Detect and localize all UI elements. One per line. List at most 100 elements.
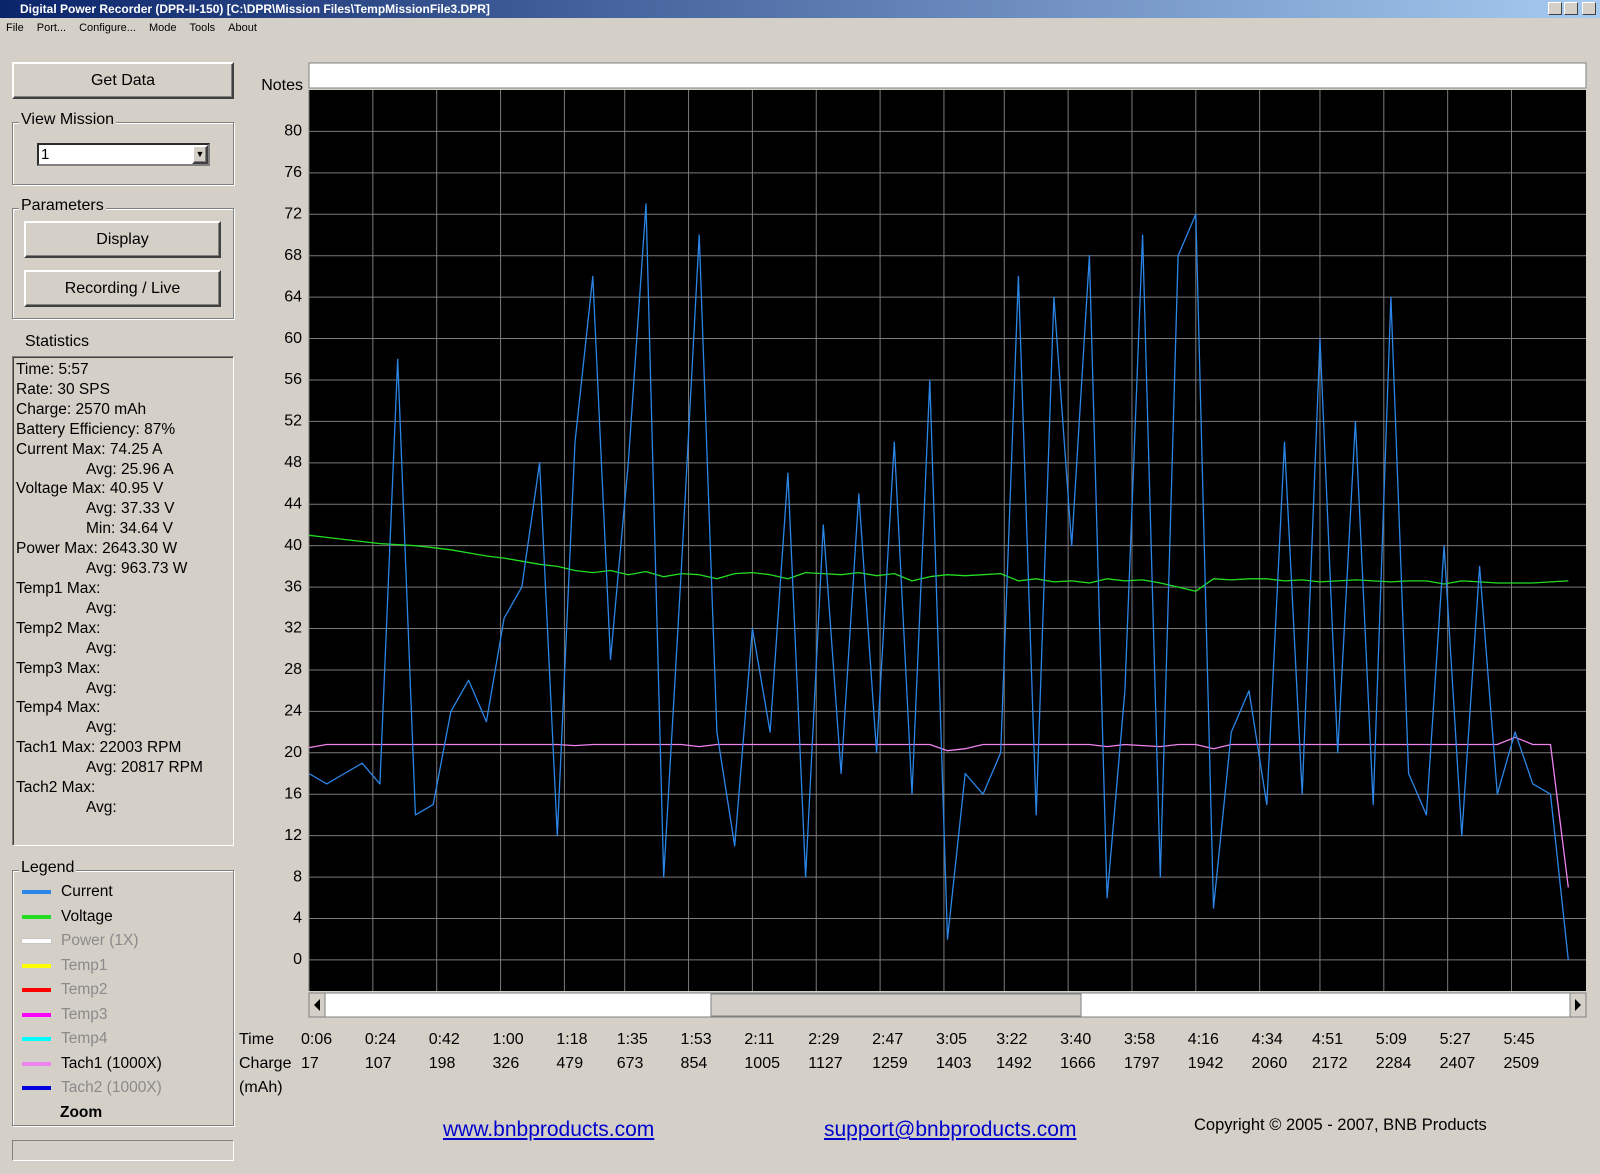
y-tick-label: 40 (284, 537, 302, 554)
get-data-button[interactable]: Get Data (12, 62, 234, 99)
stat-line: Tach2 Max: (16, 779, 96, 797)
stat-line: Avg: (86, 639, 117, 657)
x-tick-label: 1:35 (617, 1031, 648, 1048)
legend-text: Current (61, 883, 113, 900)
x-axis-label: Time (239, 1031, 274, 1048)
legend-swatch (22, 1037, 51, 1041)
mission-selected: 1 (41, 146, 50, 163)
x-tick-label: 4:34 (1252, 1031, 1283, 1048)
stat-line: Tach1 Max: 22003 RPM (16, 739, 182, 757)
menu-item[interactable]: Tools (189, 22, 216, 34)
charge-tick-label: 1797 (1124, 1055, 1160, 1072)
legend-item[interactable]: Tach2 (1000X) (22, 1076, 162, 1100)
menu-item[interactable]: Mode (148, 22, 177, 34)
charge-tick-label: 1942 (1188, 1055, 1224, 1072)
stat-line: Temp2 Max: (16, 619, 101, 637)
legend-text: Temp2 (61, 981, 108, 998)
restore-button[interactable] (1564, 2, 1578, 15)
x-tick-label: 1:53 (681, 1031, 712, 1048)
x-tick-label: 2:29 (808, 1031, 839, 1048)
stat-line: Battery Efficiency: 87% (16, 420, 176, 438)
zoom-label[interactable]: Zoom (60, 1103, 103, 1121)
y-tick-label: 48 (284, 454, 302, 471)
charge-tick-label: 1403 (936, 1055, 972, 1072)
x-tick-label: 5:09 (1376, 1031, 1407, 1048)
mission-select[interactable]: 1 ▼ (37, 143, 210, 166)
legend-swatch (22, 1086, 51, 1090)
stat-line: Temp3 Max: (16, 659, 101, 677)
stat-line: Avg: 37.33 V (86, 500, 175, 518)
stat-line: Avg: (86, 798, 117, 816)
legend-text: Temp1 (61, 956, 108, 974)
recording-button[interactable]: Recording / Live (24, 270, 221, 307)
charge-tick-label: 2407 (1440, 1055, 1476, 1072)
stat-line: Power Max: 2643.30 W (16, 540, 178, 558)
minimize-button[interactable] (1548, 2, 1562, 15)
legend-item[interactable]: Temp3 (22, 1003, 108, 1027)
legend-item[interactable]: Voltage (22, 905, 113, 929)
website-link[interactable]: www.bnbproducts.com (443, 1118, 655, 1141)
charge-tick-label: 2172 (1312, 1055, 1348, 1072)
stat-line: Avg: 963.73 W (86, 560, 188, 578)
y-tick-label: 20 (284, 744, 302, 761)
stat-line: Current Max: 74.25 A (16, 440, 163, 458)
menu-item[interactable]: About (228, 22, 257, 34)
charge-tick-label: 2284 (1376, 1055, 1412, 1072)
stat-line: Avg: (86, 719, 117, 737)
y-tick-label: 60 (284, 330, 302, 347)
charge-tick-label: 1259 (872, 1055, 908, 1072)
charge-tick-label: 1492 (996, 1055, 1032, 1072)
y-tick-label: 72 (284, 205, 302, 222)
legend-item[interactable]: Power (1X) (22, 929, 139, 953)
legend-item[interactable]: Tach1 (1000X) (22, 1052, 162, 1076)
x-tick-label: 2:47 (872, 1031, 903, 1048)
stat-line: Time: 5:57 (16, 361, 89, 378)
menu-item[interactable]: File (6, 22, 24, 34)
legend-text: Tach2 (1000X) (61, 1079, 162, 1096)
legend-swatch (22, 988, 51, 992)
statistics-label: Statistics (25, 333, 90, 350)
legend-text: Temp3 (61, 1005, 108, 1023)
close-button[interactable] (1582, 2, 1596, 15)
legend-swatch (22, 939, 51, 943)
legend-item[interactable]: Current (22, 880, 113, 904)
x-tick-label: 3:58 (1124, 1031, 1155, 1048)
statistics-box: Time: 5:57 Rate: 30 SPS Charge: 2570 mAh Ba… (12, 356, 234, 846)
menu-item[interactable]: Port... (36, 22, 67, 34)
menu-item[interactable]: Configure... (79, 22, 136, 34)
menu-bar: File Port... Configure... Mode Tools About (0, 18, 257, 38)
view-mission-label: View Mission (19, 111, 117, 129)
scrollbar[interactable] (308, 992, 1587, 1018)
x-tick-label: 5:45 (1504, 1031, 1535, 1048)
stat-line: Avg: (86, 679, 117, 697)
display-button[interactable]: Display (24, 221, 221, 258)
y-tick-label: 44 (284, 495, 302, 512)
stat-line: Temp1 Max: (16, 579, 101, 597)
legend-item[interactable]: Temp2 (22, 978, 108, 1002)
x-tick-label: 0:06 (301, 1031, 332, 1048)
stat-line: Avg: 20817 RPM (86, 759, 203, 777)
copyright: Copyright © 2005 - 2007, BNB Products (1194, 1116, 1487, 1134)
x-tick-label: 1:18 (556, 1031, 587, 1048)
y-tick-label: 24 (284, 703, 302, 720)
y-tick-label: 68 (284, 247, 302, 264)
legend-item[interactable]: Temp1 (22, 954, 108, 978)
view-mission-group (12, 122, 234, 185)
charge-tick-label: 854 (681, 1055, 708, 1072)
stat-line: Voltage Max: 40.95 V (16, 480, 164, 498)
dropdown-arrow[interactable]: ▼ (192, 145, 208, 164)
y-tick-label: 32 (284, 620, 302, 637)
notes-box[interactable] (308, 62, 1587, 89)
charge-tick-label: 479 (556, 1055, 583, 1072)
charge-tick-label: 2060 (1252, 1055, 1288, 1072)
stat-line: Rate: 30 SPS (16, 380, 110, 398)
title-bar: Digital Power Recorder (DPR-II-150) [C:\… (0, 0, 1600, 18)
x-tick-label: 4:51 (1312, 1031, 1343, 1048)
window-title: Digital Power Recorder (DPR-II-150) [C:\… (20, 2, 490, 16)
support-link[interactable]: support@bnbproducts.com (824, 1118, 1077, 1141)
legend-swatch (22, 963, 51, 968)
legend-item[interactable]: Temp4 (22, 1027, 108, 1051)
y-tick-label: 80 (284, 123, 302, 140)
